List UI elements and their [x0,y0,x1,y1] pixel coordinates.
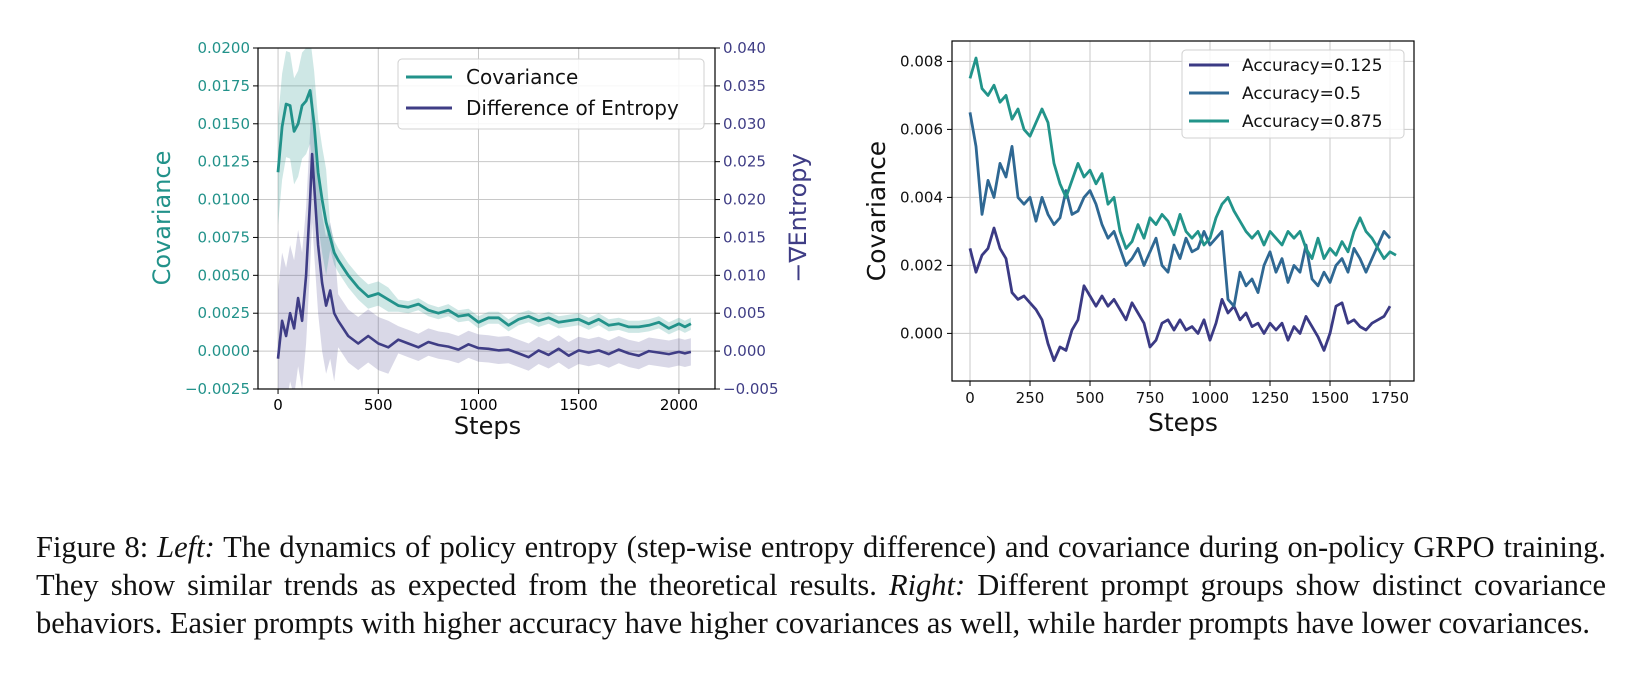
left-x-axis-label: Steps [454,412,521,440]
right-x-tick-label: 1500 [1311,389,1349,407]
right-x-tick-label: 500 [1076,389,1105,407]
right-legend-label: Accuracy=0.875 [1242,112,1383,132]
left-x-tick-label: 1500 [560,396,598,414]
right-axis-tick-label: 0.015 [723,228,766,246]
left-y-tick-label: 0.0075 [198,228,251,246]
right-x-tick-label: 1250 [1251,389,1289,407]
left-legend-label: Difference of Entropy [466,96,679,120]
right-axis-tick-label: −0.005 [723,380,779,398]
right-y-axis-label: Covariance [862,141,891,281]
caption-figure-label: Figure 8: [36,530,149,564]
left-y-tick-label: 0.0100 [198,191,251,209]
right-axis-tick-label: 0.005 [723,304,766,322]
left-plot-area [276,48,692,389]
right-y-tick-label: 0.002 [900,256,943,274]
left-frame [257,47,716,390]
right-x-tick-label: 1750 [1371,389,1409,407]
left-x-tick-label: 0 [273,396,283,414]
right-legend-box [1181,49,1405,139]
caption-left-label: Left: [157,530,215,564]
caption-right-text: Different prompt groups show distinct co… [36,568,1607,640]
right-axis-tick-label: 0.035 [723,77,766,95]
figure-caption: Figure 8: Left: The dynamics of policy e… [36,528,1606,642]
right-axis-tick-label: 0.025 [723,153,766,171]
right-y-tick-label: 0.008 [900,52,943,70]
right-x-tick-label: 250 [1016,389,1045,407]
right-axis-tick-label: 0.020 [723,191,766,209]
right-axis-tick-label: 0.040 [723,39,766,57]
covariance-line [276,89,692,330]
right-x-axis-label: Steps [1148,408,1218,437]
left-y-axis-label: Covariance [148,151,176,286]
right-y-tick-label: 0.006 [900,120,943,138]
accuracy-line-0 [968,226,1392,362]
accuracy-line-2 [968,56,1397,260]
left-y-tick-label: 0.0200 [198,39,251,57]
left-y-tick-label: 0.0175 [198,77,251,95]
left-y-tick-label: 0.0050 [198,266,251,284]
right-x-tick-label: 0 [965,389,975,407]
right-plot-area [968,56,1397,362]
right-y-tick-label: 0.000 [900,324,943,342]
accuracy-line-1 [968,112,1392,308]
caption-right-label: Right: [888,568,966,602]
left-legend-box [397,58,705,130]
entropy-band [278,85,691,389]
caption-left-text: The dynamics of policy entropy (step-wis… [36,530,1606,602]
left-y-tick-label: 0.0150 [198,115,251,133]
left-y-tick-label: 0.0025 [198,304,251,322]
right-axis-tick-label: 0.010 [723,266,766,284]
right-legend-label: Accuracy=0.125 [1242,56,1383,76]
right-x-tick-label: 1000 [1191,389,1229,407]
right-axis-tick-label: 0.030 [723,115,766,133]
left-y-tick-label: 0.0000 [198,342,251,360]
left-x-tick-label: 500 [364,396,393,414]
left-x-tick-label: 1000 [459,396,497,414]
right-x-tick-label: 750 [1136,389,1165,407]
left-y-tick-label: 0.0125 [198,153,251,171]
left-y-tick-label: −0.0025 [185,380,250,398]
right-axis-tick-label: 0.000 [723,342,766,360]
right-y-tick-label: 0.004 [900,188,943,206]
left-x-tick-label: 2000 [660,396,698,414]
right-frame [951,40,1415,382]
entropy-line [276,152,692,359]
right-legend-label: Accuracy=0.5 [1242,84,1361,104]
right-y-axis-label: −∇Entropy [784,153,812,282]
left-legend-label: Covariance [466,65,578,89]
